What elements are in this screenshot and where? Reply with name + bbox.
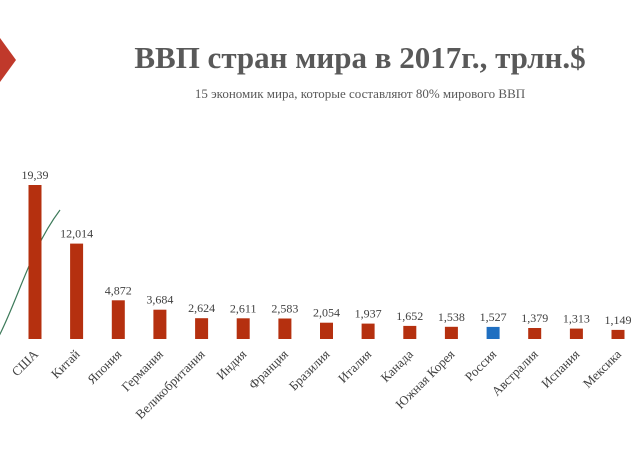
- bar: [361, 323, 375, 339]
- corner-arrow-decoration: [0, 38, 16, 82]
- chart-subtitle: 15 экономик мира, которые составляют 80%…: [194, 86, 526, 101]
- category-label: Япония: [84, 347, 124, 387]
- bar: [70, 243, 84, 339]
- bar: [486, 326, 500, 339]
- bar: [320, 322, 333, 339]
- category-label: Испания: [538, 347, 582, 391]
- bar: [528, 328, 542, 339]
- bar: [403, 325, 417, 339]
- bar: [611, 329, 625, 339]
- data-label: 2,054: [313, 306, 340, 320]
- data-label: 1,379: [521, 311, 548, 325]
- category-label: США: [8, 346, 41, 379]
- data-label: 1,937: [355, 307, 382, 321]
- data-label: 2,624: [188, 301, 215, 315]
- category-label: Россия: [462, 347, 500, 385]
- data-label: 2,583: [271, 302, 298, 316]
- data-label: 12,014: [60, 227, 93, 241]
- category-label: Китай: [48, 346, 83, 381]
- category-label: Индия: [213, 347, 249, 383]
- category-label: Мексика: [580, 346, 625, 391]
- bar: [569, 328, 583, 339]
- bar: [28, 185, 42, 339]
- data-label: 2,611: [230, 301, 257, 315]
- category-label: Франция: [245, 347, 291, 393]
- bar: [236, 318, 250, 339]
- data-label: 19,39: [22, 168, 49, 182]
- data-label: 1,149: [605, 313, 632, 327]
- bar: [195, 318, 209, 339]
- data-label: 1,538: [438, 310, 465, 324]
- bar: [111, 300, 125, 339]
- curve-decoration: [0, 209, 61, 336]
- category-label: Италия: [335, 347, 374, 386]
- data-label: 1,313: [563, 312, 590, 326]
- category-label: Бразилия: [286, 347, 333, 394]
- data-label: 3,684: [146, 293, 173, 307]
- bar: [153, 309, 167, 339]
- data-label: 1,527: [480, 310, 507, 324]
- bar: [444, 326, 458, 339]
- category-label: Канада: [377, 346, 416, 385]
- data-label: 4,872: [105, 283, 132, 297]
- chart-title: ВВП стран мира в 2017г., трлн.$: [134, 40, 586, 75]
- data-label: 1,652: [396, 309, 423, 323]
- bar: [278, 318, 292, 339]
